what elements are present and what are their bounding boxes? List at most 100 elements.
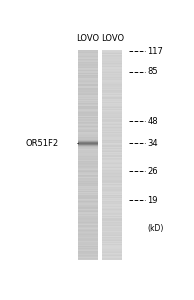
- Bar: [78, 228, 98, 229]
- Bar: [78, 62, 98, 63]
- Bar: [78, 96, 98, 97]
- Bar: [78, 156, 98, 157]
- Bar: [78, 162, 98, 163]
- Bar: [78, 71, 98, 72]
- Bar: [78, 147, 98, 148]
- Bar: [78, 249, 98, 250]
- Bar: [78, 130, 98, 131]
- Bar: [102, 186, 122, 187]
- Bar: [102, 107, 122, 108]
- Bar: [78, 57, 98, 58]
- Bar: [102, 250, 122, 251]
- Bar: [102, 190, 122, 191]
- Bar: [78, 185, 98, 186]
- Text: LOVO: LOVO: [77, 34, 100, 43]
- Text: OR51F2: OR51F2: [26, 139, 59, 148]
- Bar: [78, 78, 98, 79]
- Bar: [78, 53, 98, 54]
- Bar: [78, 61, 98, 62]
- Bar: [102, 64, 122, 65]
- Bar: [78, 193, 98, 194]
- Bar: [102, 87, 122, 88]
- Bar: [102, 71, 122, 72]
- Bar: [78, 259, 98, 260]
- Bar: [102, 212, 122, 213]
- Bar: [78, 80, 98, 81]
- Bar: [102, 137, 122, 138]
- Bar: [78, 256, 98, 257]
- Bar: [102, 79, 122, 80]
- Bar: [78, 100, 98, 101]
- Bar: [102, 60, 122, 61]
- Bar: [102, 177, 122, 178]
- Bar: [78, 237, 98, 238]
- Bar: [102, 191, 122, 192]
- Bar: [78, 146, 98, 147]
- Bar: [78, 201, 98, 202]
- Bar: [78, 207, 98, 208]
- Bar: [78, 105, 98, 106]
- Text: LOVO: LOVO: [101, 34, 124, 43]
- Bar: [78, 69, 98, 70]
- Bar: [78, 66, 98, 67]
- Bar: [102, 58, 122, 59]
- Bar: [102, 233, 122, 234]
- Bar: [102, 85, 122, 86]
- Bar: [102, 50, 122, 51]
- Bar: [78, 239, 98, 240]
- Bar: [102, 80, 122, 81]
- Bar: [102, 232, 122, 233]
- Bar: [102, 139, 122, 140]
- Bar: [78, 252, 98, 253]
- Bar: [102, 221, 122, 222]
- Bar: [78, 234, 98, 235]
- Bar: [102, 61, 122, 62]
- Bar: [78, 50, 98, 51]
- Bar: [102, 171, 122, 172]
- Bar: [78, 129, 98, 130]
- Bar: [102, 119, 122, 120]
- Bar: [102, 189, 122, 190]
- Bar: [102, 136, 122, 137]
- Bar: [78, 103, 98, 104]
- Bar: [102, 83, 122, 84]
- Bar: [78, 142, 98, 143]
- Bar: [78, 82, 98, 83]
- Bar: [102, 244, 122, 245]
- Bar: [102, 211, 122, 212]
- Bar: [78, 60, 98, 61]
- Bar: [102, 181, 122, 182]
- Bar: [102, 54, 122, 55]
- Bar: [78, 233, 98, 234]
- Text: 34: 34: [147, 139, 158, 148]
- Bar: [78, 232, 98, 233]
- Bar: [102, 56, 122, 57]
- Bar: [102, 92, 122, 93]
- Bar: [102, 240, 122, 241]
- Bar: [78, 88, 98, 89]
- Bar: [102, 206, 122, 207]
- Bar: [102, 170, 122, 171]
- Bar: [102, 89, 122, 90]
- Bar: [102, 196, 122, 197]
- Bar: [78, 191, 98, 192]
- Bar: [78, 84, 98, 85]
- Bar: [78, 54, 98, 55]
- Bar: [102, 122, 122, 123]
- Bar: [78, 109, 98, 110]
- Bar: [78, 169, 98, 170]
- Bar: [78, 107, 98, 108]
- Bar: [102, 182, 122, 183]
- Bar: [102, 82, 122, 83]
- Bar: [102, 159, 122, 160]
- Bar: [102, 217, 122, 218]
- Bar: [102, 104, 122, 105]
- Bar: [102, 160, 122, 161]
- Bar: [78, 171, 98, 172]
- Bar: [102, 207, 122, 208]
- Bar: [102, 130, 122, 131]
- Bar: [102, 199, 122, 200]
- Bar: [78, 119, 98, 120]
- Bar: [78, 131, 98, 132]
- Bar: [78, 121, 98, 122]
